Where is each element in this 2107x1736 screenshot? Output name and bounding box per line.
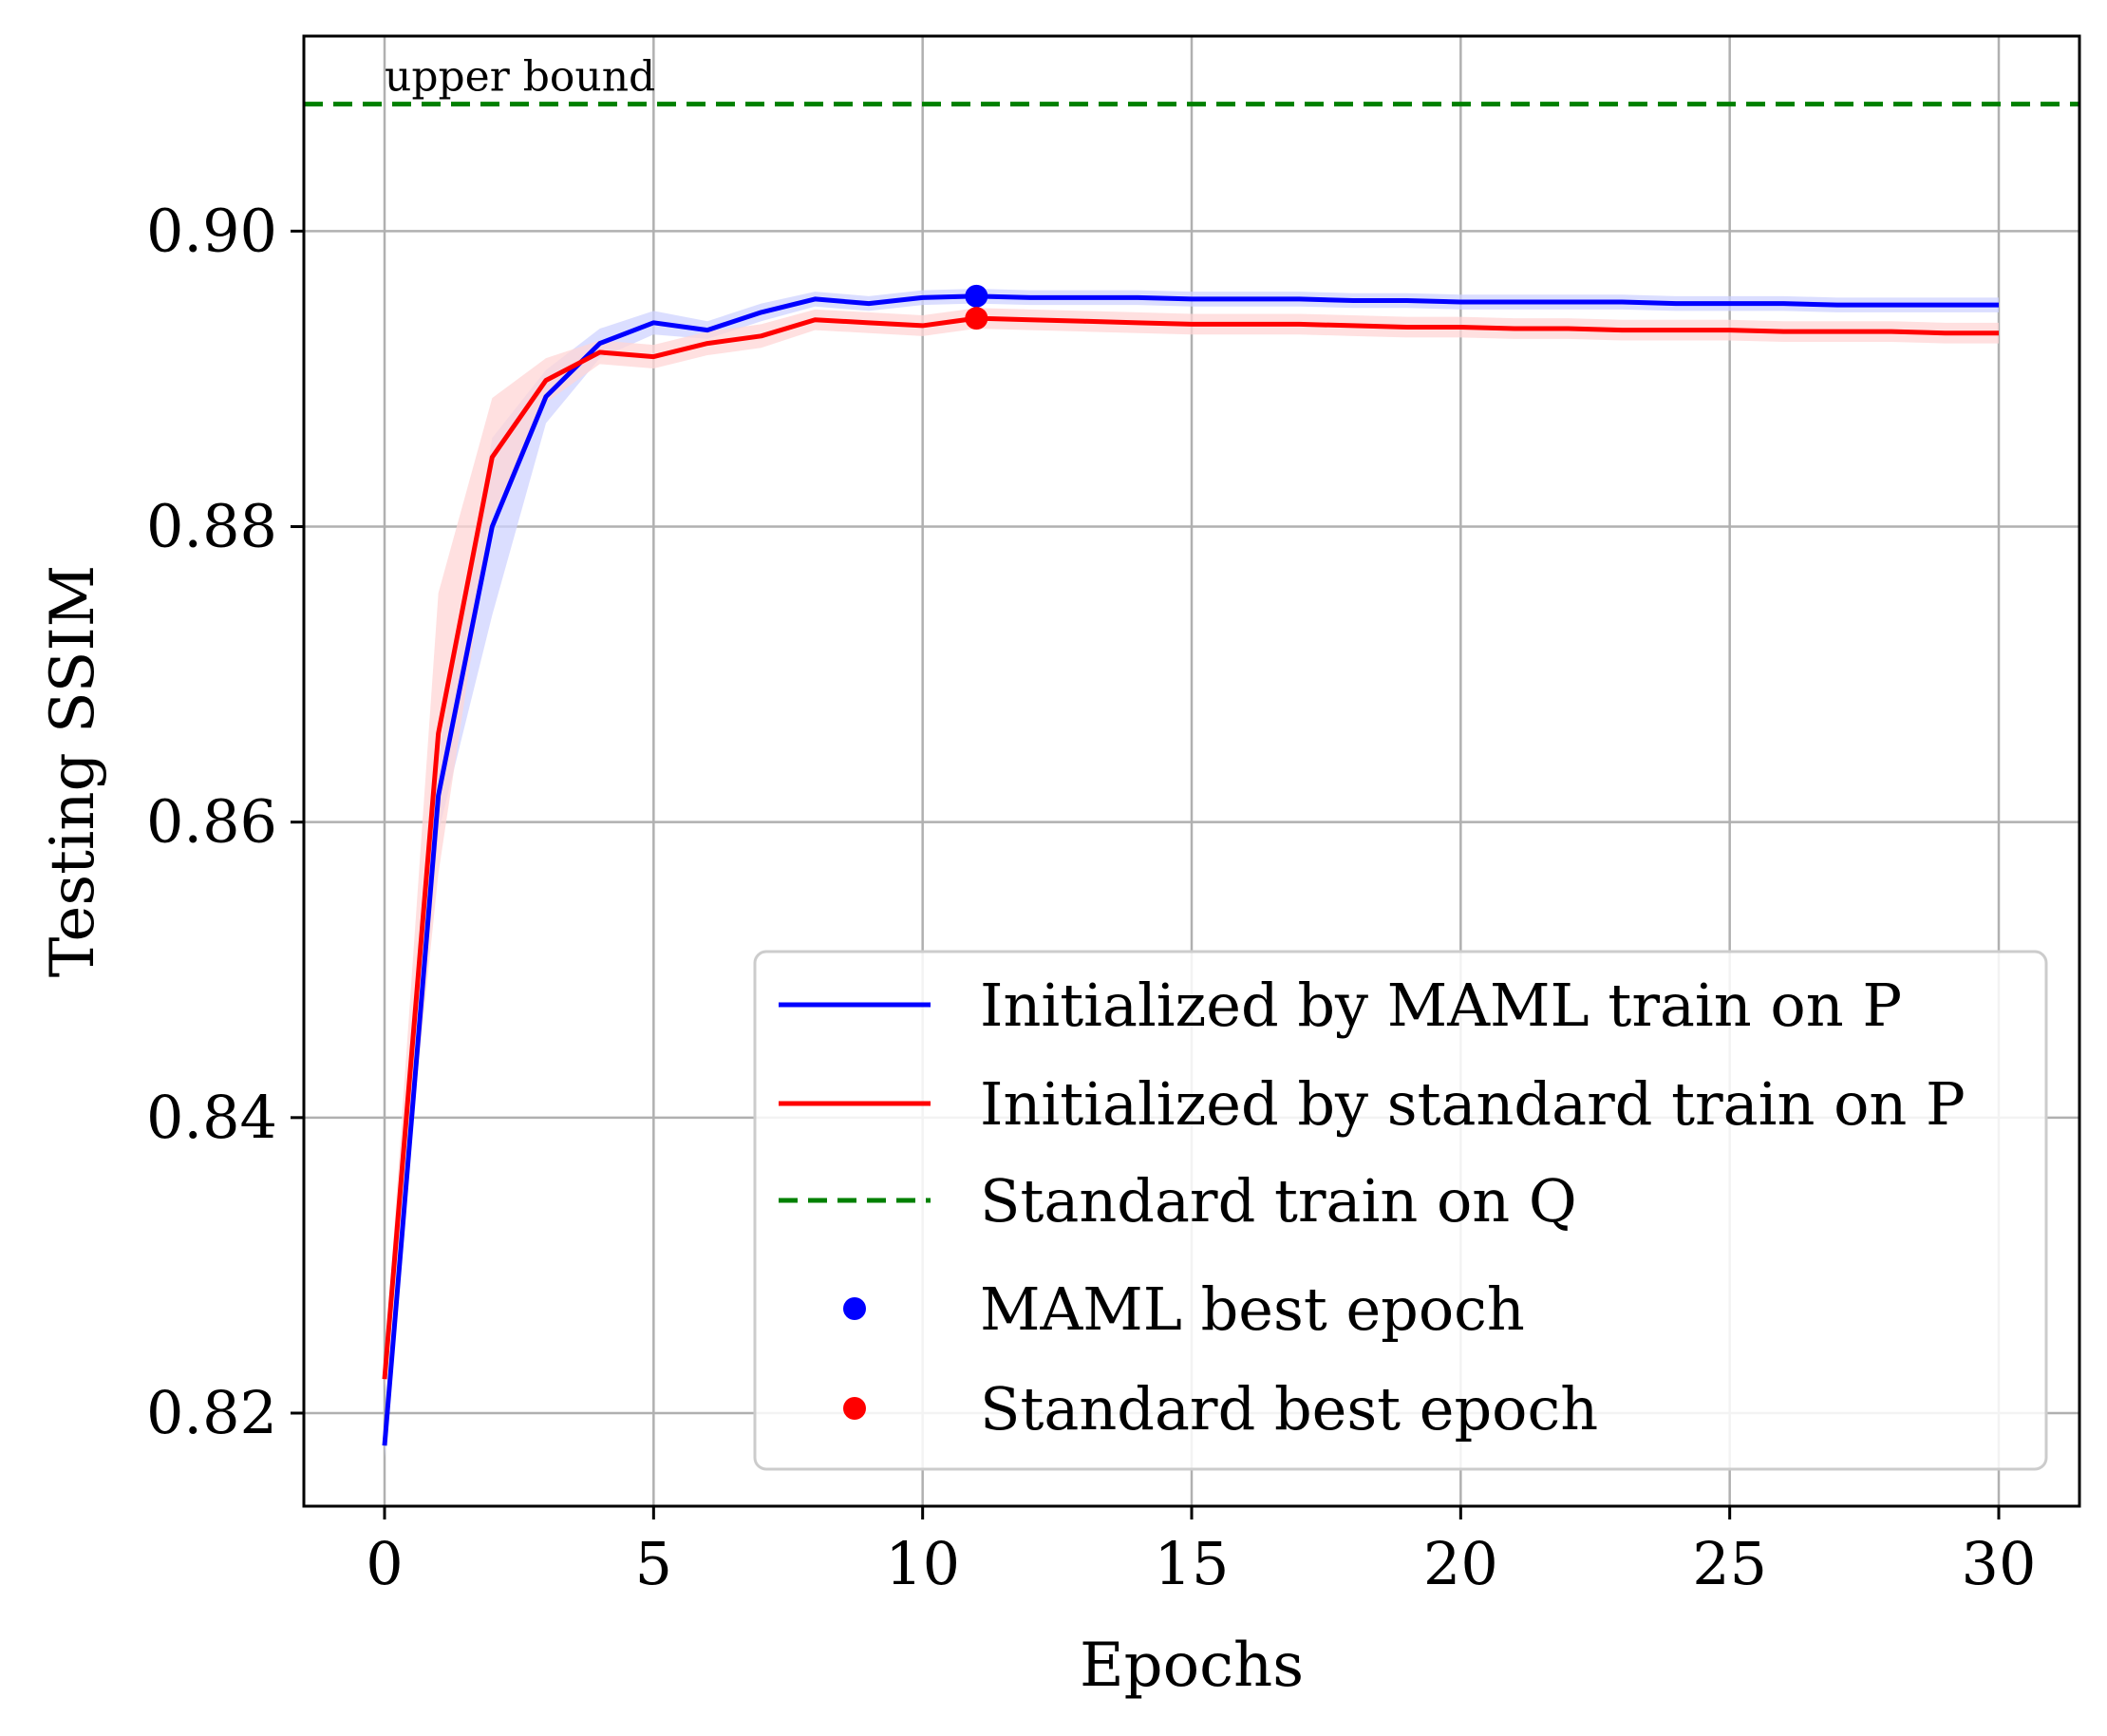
y-tick-label: 0.84 xyxy=(146,1083,277,1152)
legend: Initialized by MAML train on P Initializ… xyxy=(753,950,2048,1471)
legend-label-standard: Initialized by standard train on P xyxy=(980,1069,1966,1139)
best-epoch-markers xyxy=(965,284,988,330)
y-axis-title: Testing SSIM xyxy=(38,565,108,978)
legend-label-reference: Standard train on Q xyxy=(980,1166,1577,1236)
x-tick-label: 0 xyxy=(366,1529,403,1598)
y-tick-label: 0.82 xyxy=(146,1378,277,1447)
series-line-0 xyxy=(382,293,1999,1446)
best-epoch-marker-1 xyxy=(965,307,988,330)
y-tick-label: 0.90 xyxy=(146,196,277,265)
x-axis-title: Epochs xyxy=(1080,1631,1304,1701)
upper-bound-annotation: upper bound xyxy=(385,53,655,102)
x-tick-label: 25 xyxy=(1692,1529,1767,1598)
legend-box xyxy=(753,950,2048,1471)
legend-marker-standard-best xyxy=(843,1397,866,1420)
series-line-1 xyxy=(382,315,1999,1380)
x-axis-ticks: 0 5 10 15 20 25 30 xyxy=(366,1506,2036,1598)
grid xyxy=(304,36,2079,1506)
x-tick-label: 30 xyxy=(1962,1529,2037,1598)
y-tick-label: 0.86 xyxy=(146,787,277,857)
best-epoch-marker-0 xyxy=(965,284,988,308)
y-tick-label: 0.88 xyxy=(146,492,277,561)
legend-label-maml: Initialized by MAML train on P xyxy=(980,971,1902,1040)
x-tick-label: 10 xyxy=(885,1529,960,1598)
reference-line-group: upper bound xyxy=(304,53,2079,107)
x-tick-label: 15 xyxy=(1155,1529,1230,1598)
x-tick-label: 5 xyxy=(635,1529,672,1598)
series-lines xyxy=(382,293,1999,1446)
series-band-0 xyxy=(385,289,1999,1458)
legend-label-maml-best: MAML best epoch xyxy=(980,1274,1525,1344)
legend-marker-maml-best xyxy=(843,1297,866,1320)
confidence-bands xyxy=(385,289,1999,1458)
y-axis-ticks: 0.82 0.84 0.86 0.88 0.90 xyxy=(146,196,304,1447)
legend-label-standard-best: Standard best epoch xyxy=(980,1374,1598,1444)
x-tick-label: 20 xyxy=(1423,1529,1498,1598)
